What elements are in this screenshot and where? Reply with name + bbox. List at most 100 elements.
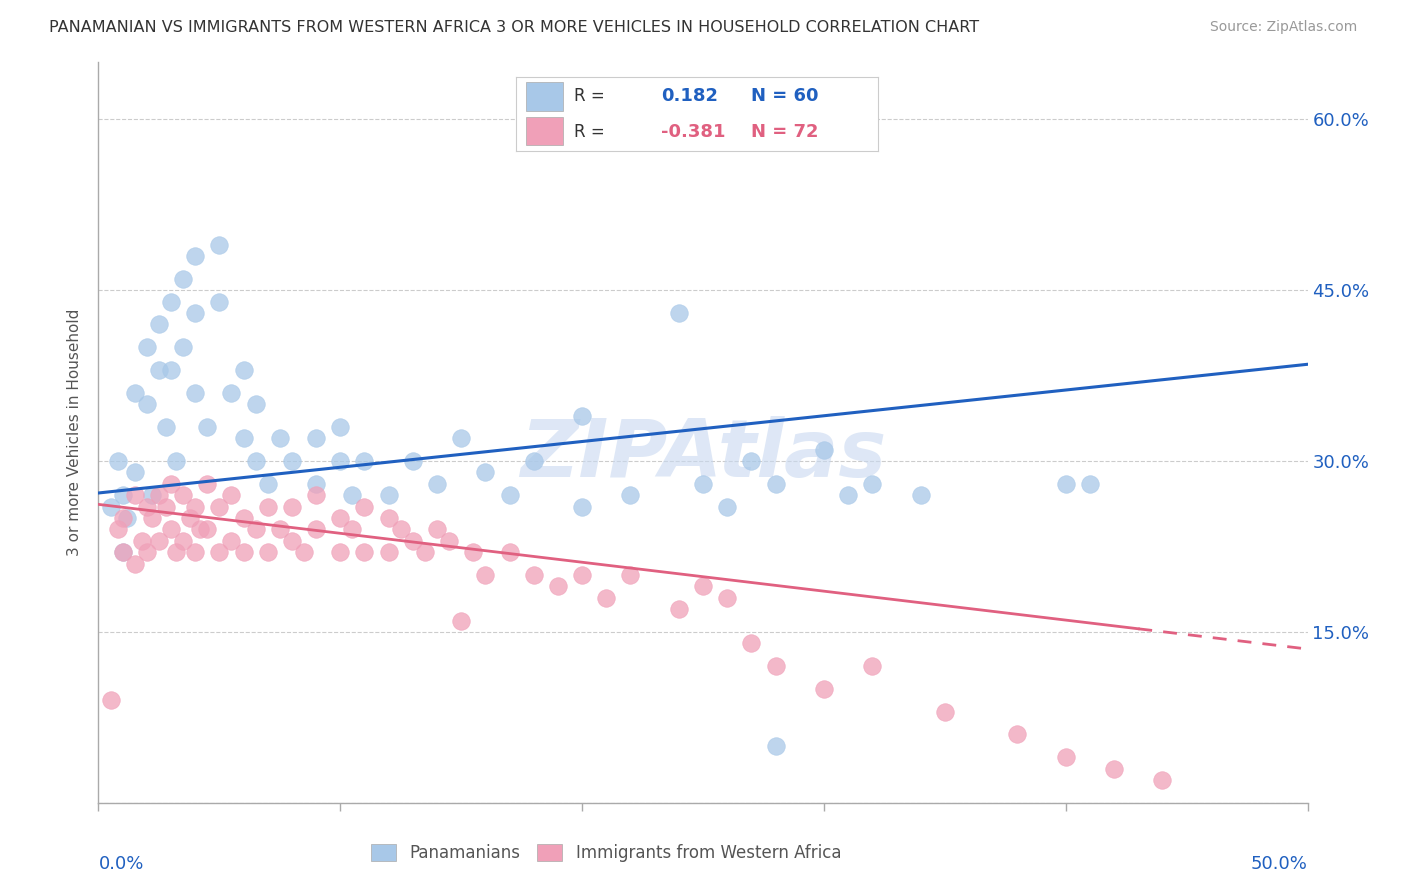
Point bbox=[135, 500, 157, 514]
Point bbox=[426, 523, 449, 537]
Point bbox=[155, 500, 177, 514]
Point bbox=[305, 476, 328, 491]
Point bbox=[305, 523, 328, 537]
Point bbox=[111, 545, 134, 559]
Point bbox=[571, 409, 593, 423]
Point bbox=[353, 454, 375, 468]
Point bbox=[184, 306, 207, 320]
Legend: Panamanians, Immigrants from Western Africa: Panamanians, Immigrants from Western Afr… bbox=[364, 837, 848, 869]
Point bbox=[377, 545, 399, 559]
Point bbox=[245, 397, 267, 411]
Point bbox=[184, 249, 207, 263]
Point bbox=[172, 272, 194, 286]
Point bbox=[245, 454, 267, 468]
Point bbox=[184, 385, 207, 400]
Point bbox=[111, 488, 134, 502]
Point bbox=[668, 602, 690, 616]
Point bbox=[195, 420, 218, 434]
Point bbox=[281, 533, 304, 548]
Point bbox=[184, 500, 207, 514]
Point bbox=[860, 659, 883, 673]
Point bbox=[117, 511, 139, 525]
Point bbox=[160, 294, 183, 309]
Point bbox=[523, 454, 546, 468]
Text: 50.0%: 50.0% bbox=[1251, 855, 1308, 872]
Point bbox=[208, 545, 231, 559]
Point bbox=[1054, 750, 1077, 764]
Point bbox=[692, 476, 714, 491]
Point bbox=[305, 488, 328, 502]
Point bbox=[111, 545, 134, 559]
Point bbox=[111, 511, 134, 525]
Point bbox=[463, 545, 485, 559]
Point bbox=[148, 363, 170, 377]
Point bbox=[232, 545, 254, 559]
Point bbox=[474, 466, 496, 480]
Point bbox=[232, 511, 254, 525]
Point bbox=[716, 500, 738, 514]
Point bbox=[498, 488, 520, 502]
Point bbox=[1054, 476, 1077, 491]
Point bbox=[692, 579, 714, 593]
Point bbox=[131, 533, 153, 548]
Y-axis label: 3 or more Vehicles in Household: 3 or more Vehicles in Household bbox=[67, 309, 83, 557]
Point bbox=[619, 488, 641, 502]
Point bbox=[571, 568, 593, 582]
Point bbox=[221, 385, 243, 400]
Point bbox=[148, 318, 170, 332]
Point bbox=[135, 545, 157, 559]
Point bbox=[765, 659, 787, 673]
Point bbox=[437, 533, 460, 548]
Point bbox=[160, 523, 183, 537]
Text: ZIPAtlas: ZIPAtlas bbox=[520, 416, 886, 494]
Point bbox=[342, 488, 364, 502]
Point bbox=[124, 385, 146, 400]
Point bbox=[595, 591, 617, 605]
Point bbox=[160, 363, 183, 377]
Point bbox=[571, 500, 593, 514]
Point bbox=[221, 488, 243, 502]
Point bbox=[1078, 476, 1101, 491]
Point bbox=[124, 557, 146, 571]
Point bbox=[765, 476, 787, 491]
Point bbox=[208, 294, 231, 309]
Point bbox=[450, 614, 472, 628]
Point bbox=[256, 500, 278, 514]
Point bbox=[450, 431, 472, 445]
Point bbox=[160, 476, 183, 491]
Point bbox=[329, 545, 352, 559]
Point bbox=[195, 476, 218, 491]
Point bbox=[547, 579, 569, 593]
Point bbox=[165, 454, 187, 468]
Point bbox=[232, 363, 254, 377]
Point bbox=[195, 523, 218, 537]
Point bbox=[221, 533, 243, 548]
Point bbox=[813, 681, 835, 696]
Point bbox=[837, 488, 859, 502]
Point bbox=[100, 500, 122, 514]
Point bbox=[377, 488, 399, 502]
Point bbox=[256, 476, 278, 491]
Point bbox=[342, 523, 364, 537]
Point bbox=[281, 454, 304, 468]
Point bbox=[329, 511, 352, 525]
Point bbox=[329, 454, 352, 468]
Point bbox=[172, 533, 194, 548]
Point bbox=[523, 568, 546, 582]
Point bbox=[619, 568, 641, 582]
Point bbox=[269, 431, 291, 445]
Point bbox=[1102, 762, 1125, 776]
Point bbox=[281, 500, 304, 514]
Point bbox=[716, 591, 738, 605]
Point bbox=[155, 420, 177, 434]
Point bbox=[269, 523, 291, 537]
Point bbox=[124, 488, 146, 502]
Point bbox=[292, 545, 315, 559]
Point bbox=[208, 237, 231, 252]
Point bbox=[813, 442, 835, 457]
Point bbox=[765, 739, 787, 753]
Point bbox=[107, 523, 129, 537]
Point bbox=[389, 523, 412, 537]
Point bbox=[474, 568, 496, 582]
Point bbox=[353, 500, 375, 514]
